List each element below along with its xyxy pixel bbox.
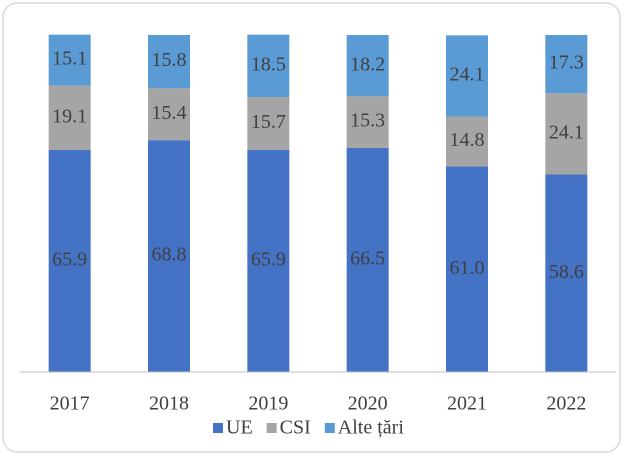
data-label: 24.1 <box>549 122 584 144</box>
bar-segment <box>48 85 91 150</box>
data-label: 58.6 <box>549 261 584 283</box>
bar-segment <box>346 96 389 148</box>
data-label: 18.2 <box>350 53 385 75</box>
legend-label: UE <box>226 417 253 439</box>
x-tick-label: 2020 <box>348 393 388 415</box>
bar-segment <box>346 35 389 97</box>
bar-segment <box>446 35 488 117</box>
bar-segment <box>148 35 190 89</box>
bar-segment <box>446 116 488 167</box>
bar-segment <box>545 174 588 372</box>
data-label: 15.7 <box>251 111 286 133</box>
bar-segment <box>346 147 389 372</box>
data-label: 61.0 <box>450 257 485 279</box>
bar-segment <box>545 35 588 94</box>
data-label: 66.5 <box>350 248 385 270</box>
bar-segment <box>446 166 488 372</box>
legend-swatch <box>324 423 335 433</box>
data-label: 15.3 <box>350 110 385 132</box>
bar-segment <box>148 88 190 141</box>
bar-segment <box>545 93 588 175</box>
bar-segment <box>247 97 290 150</box>
data-label: 19.1 <box>52 105 87 127</box>
data-label: 17.3 <box>549 52 584 74</box>
data-label: 24.1 <box>450 64 485 86</box>
data-label: 14.8 <box>450 129 485 151</box>
x-tick-label: 2019 <box>248 393 288 415</box>
data-label: 65.9 <box>52 249 87 271</box>
legend-swatch <box>213 423 223 433</box>
legend-swatch <box>266 423 277 433</box>
x-tick-label: 2022 <box>546 393 586 415</box>
bar-segment <box>247 149 290 372</box>
x-tick-label: 2021 <box>447 393 487 415</box>
legend-label: CSI <box>280 417 311 439</box>
data-label: 15.1 <box>52 48 87 70</box>
x-tick-label: 2018 <box>149 393 189 415</box>
data-label: 15.4 <box>152 102 187 124</box>
bar-segment <box>247 34 290 98</box>
legend-label: Alte țări <box>338 417 405 439</box>
data-label: 18.5 <box>251 53 286 75</box>
data-label: 15.8 <box>152 49 187 71</box>
data-label: 68.8 <box>152 244 187 266</box>
bar-segment <box>48 149 91 372</box>
bar-segment <box>148 140 190 372</box>
data-label: 65.9 <box>251 249 286 271</box>
x-tick-label: 2017 <box>50 393 90 415</box>
bar-segment <box>48 34 91 86</box>
